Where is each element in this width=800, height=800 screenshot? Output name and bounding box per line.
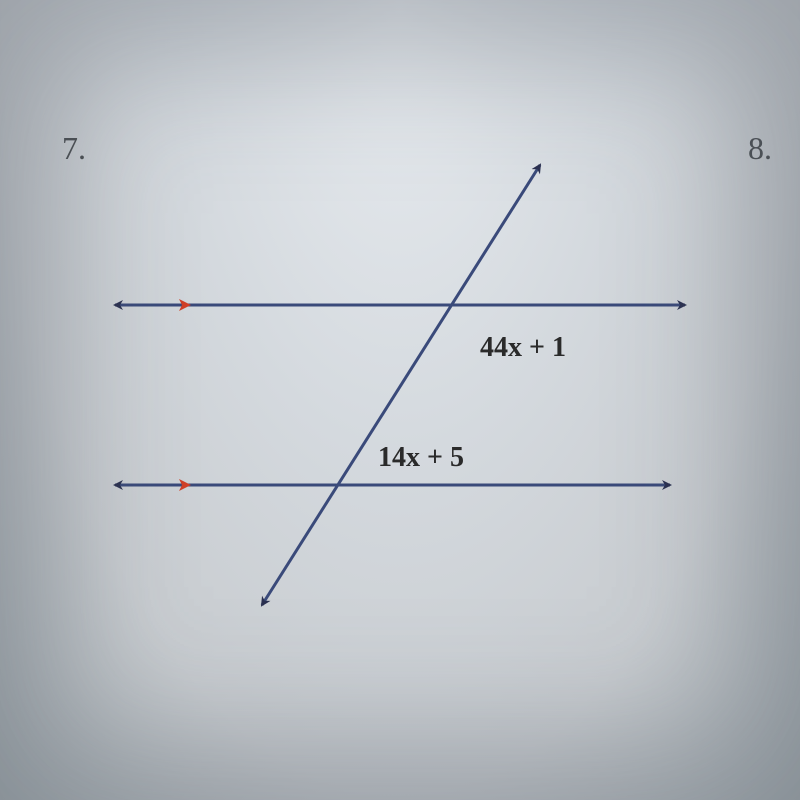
lower-angle-label: 14x + 5: [378, 442, 464, 474]
geometry-diagram: [0, 0, 800, 800]
upper-angle-label: 44x + 1: [480, 332, 566, 364]
transversal-line: [262, 165, 540, 605]
